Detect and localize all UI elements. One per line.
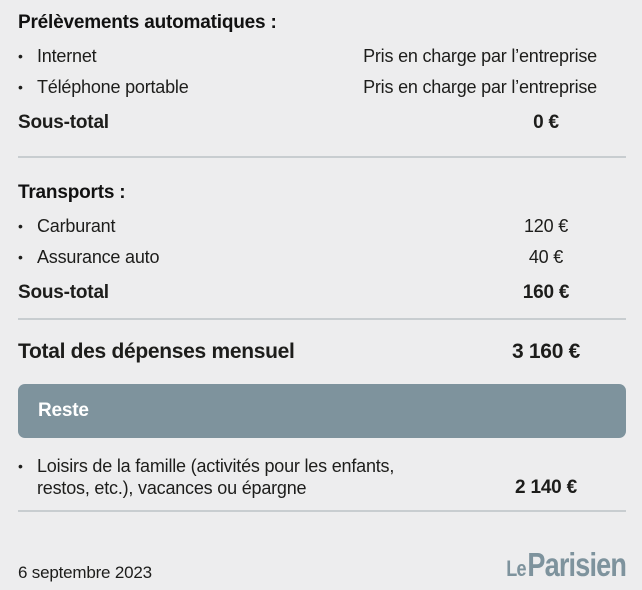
expense-label: Carburant — [37, 216, 116, 236]
reste-label-wrap: • Loisirs de la famille (activités pour … — [18, 455, 437, 499]
bullet-icon: • — [18, 48, 23, 64]
section-transports: Transports : • Carburant 120 € • Assuran… — [18, 182, 626, 304]
section-prelevements: Prélèvements automatiques : • Internet P… — [18, 12, 626, 134]
section-heading: Prélèvements automatiques : — [18, 12, 277, 33]
logo-parisien-text: Parisien — [527, 546, 627, 583]
expense-row: • Internet Pris en charge par l’entrepri… — [18, 45, 626, 67]
bullet-icon: • — [18, 458, 23, 474]
reste-value: 2 140 € — [515, 477, 577, 498]
bullet-icon: • — [18, 249, 23, 265]
divider — [18, 510, 626, 512]
divider — [18, 318, 626, 320]
expense-value: Pris en charge par l’entreprise — [363, 46, 597, 66]
reste-row: • Loisirs de la famille (activités pour … — [18, 455, 626, 499]
bullet-icon: • — [18, 79, 23, 95]
subtotal-row: Sous-total 0 € — [18, 112, 626, 134]
subtotal-label: Sous-total — [18, 282, 109, 303]
logo-le-text: Le — [506, 556, 526, 581]
expense-label-wrap: • Téléphone portable — [18, 76, 189, 98]
total-value: 3 160 € — [512, 340, 580, 363]
subtotal-label: Sous-total — [18, 112, 109, 133]
expense-label: Assurance auto — [37, 247, 160, 267]
total-label: Total des dépenses mensuel — [18, 340, 295, 363]
expense-label: Internet — [37, 46, 97, 66]
expense-row: • Assurance auto 40 € — [18, 246, 626, 268]
reste-banner: Reste — [18, 384, 626, 438]
expense-value: 40 € — [528, 247, 564, 267]
total-row: Total des dépenses mensuel 3 160 € — [18, 340, 626, 364]
reste-banner-label: Reste — [38, 400, 89, 421]
reste-label: Loisirs de la famille (activités pour le… — [37, 456, 395, 498]
leparisien-logo: Le Parisien — [506, 546, 627, 584]
section-heading: Transports : — [18, 182, 126, 203]
subtotal-value: 160 € — [522, 282, 570, 303]
expense-value: Pris en charge par l’entreprise — [363, 77, 597, 97]
footer: 6 septembre 2023 Le Parisien — [18, 546, 627, 584]
divider — [18, 156, 626, 158]
expense-row: • Carburant 120 € — [18, 215, 626, 237]
expense-label-wrap: • Assurance auto — [18, 246, 159, 268]
expense-value: 120 € — [523, 216, 569, 236]
expense-row: • Téléphone portable Pris en charge par … — [18, 76, 626, 98]
bullet-icon: • — [18, 218, 23, 234]
subtotal-value: 0 € — [533, 112, 559, 133]
expense-label: Téléphone portable — [37, 77, 189, 97]
subtotal-row: Sous-total 160 € — [18, 282, 626, 304]
expense-label-wrap: • Carburant — [18, 215, 115, 237]
footer-date: 6 septembre 2023 — [18, 563, 152, 582]
expense-label-wrap: • Internet — [18, 45, 97, 67]
